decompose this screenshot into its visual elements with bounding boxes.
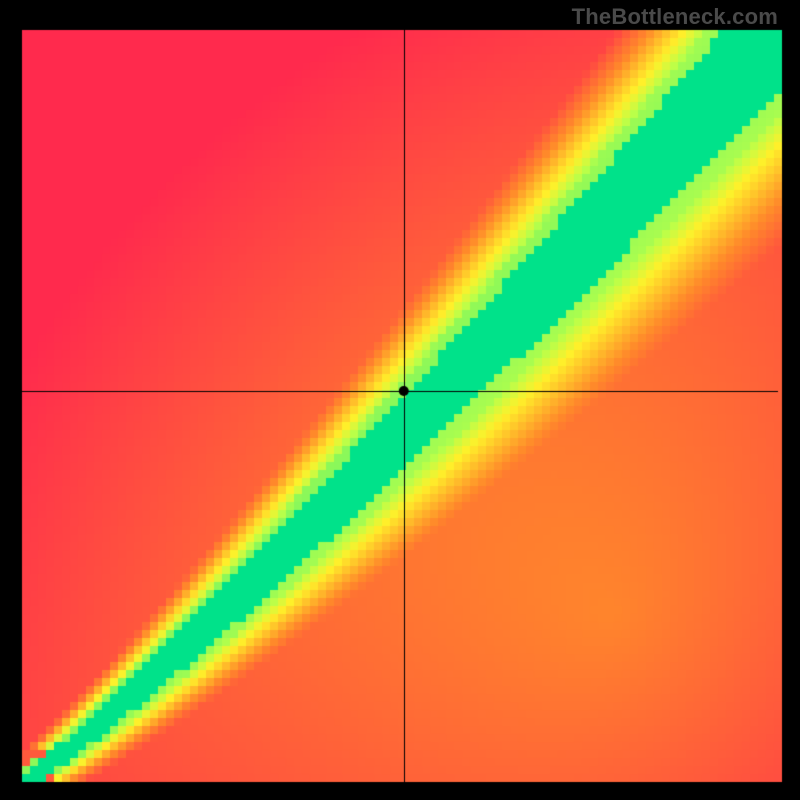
- watermark-label: TheBottleneck.com: [572, 4, 778, 30]
- chart-container: TheBottleneck.com: [0, 0, 800, 800]
- bottleneck-heatmap: [0, 0, 800, 800]
